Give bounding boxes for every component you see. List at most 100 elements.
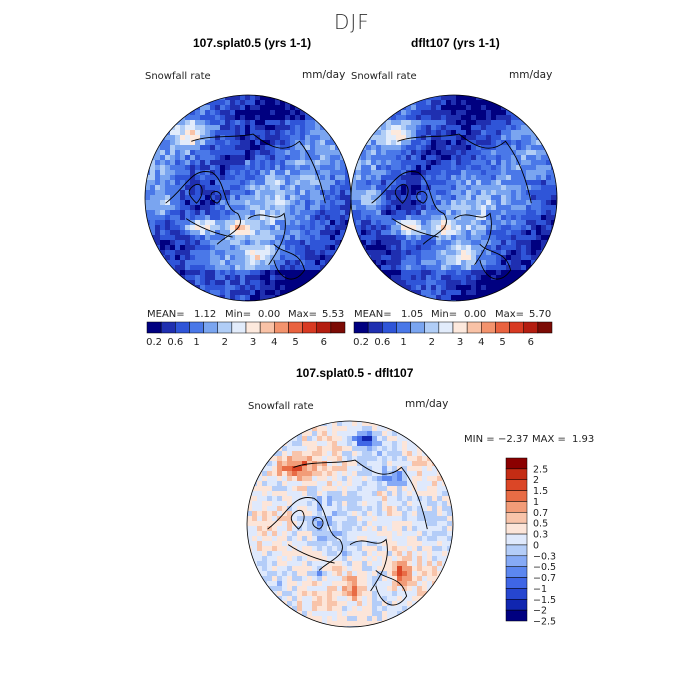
- panel-2-colorbar-swatch: [410, 321, 425, 334]
- panel-2-max-value: 5.70: [529, 309, 552, 320]
- panel-2-colorbar-swatch: [396, 321, 411, 334]
- panel-2-colorbar-swatch: [382, 321, 397, 334]
- panel-1-coastline: [247, 212, 286, 266]
- panel-3-colorbar-swatch: [505, 501, 528, 513]
- panel-3-min-value: −2.37: [498, 434, 529, 445]
- panel-2-coastline: [453, 212, 492, 266]
- panel-1-coastline: [191, 133, 326, 204]
- panel-3-colorbar-tick-label: −1: [533, 584, 547, 595]
- panel-2-coastline: [394, 183, 409, 204]
- panel-2-mean-label: MEAN=: [354, 309, 392, 320]
- panel-3-colorbar-tick-label: 0.7: [533, 508, 548, 519]
- panel-1-colorbar-swatch: [274, 321, 289, 334]
- panel-3-colorbar-swatch: [505, 533, 528, 546]
- panel-3-units: mm/day: [405, 398, 449, 410]
- panel-3-colorbar-swatch: [505, 512, 528, 524]
- panel-3-colorbar-swatch: [505, 479, 528, 491]
- panel-1-mean-value: 1.12: [194, 309, 217, 320]
- panel-2-coastline: [479, 243, 512, 280]
- panel-3-min-label: MIN =: [464, 434, 495, 445]
- panel-2-colorbar-tick-label: 6: [528, 337, 534, 348]
- panel-2-colorbar-tick-label: 0.6: [374, 337, 390, 348]
- panel-1-colorbar-swatch: [160, 321, 176, 334]
- panel-2-colorbar-swatch: [367, 321, 383, 334]
- panel-3-colorbar-tick-label: −2.5: [533, 617, 556, 628]
- panel-2-units: mm/day: [509, 69, 553, 81]
- panel-1-coastline: [165, 171, 241, 245]
- panel-3-coastline: [287, 544, 335, 564]
- panel-3-variable-label: Snowfall rate: [248, 401, 314, 412]
- panel-2-title: dflt107 (yrs 1-1): [411, 36, 500, 50]
- panel-3-colorbar-swatch: [505, 457, 528, 470]
- panel-2-colorbar-swatch: [495, 321, 510, 334]
- panel-3-coastline: [349, 538, 388, 592]
- panel-3-colorbar: 2.521.510.70.50.30−0.3−0.5−0.7−1−1.5−2−2…: [505, 457, 556, 628]
- panel-3-colorbar-swatch: [505, 609, 528, 622]
- panel-2-mean-value: 1.05: [401, 309, 424, 320]
- panel-1-colorbar-swatch: [330, 321, 346, 334]
- panel-1-colorbar-tick-label: 0.6: [167, 337, 183, 348]
- panel-2-colorbar-swatch: [481, 321, 496, 334]
- panel-2-map-outline: [350, 94, 558, 302]
- panel-1-colorbar-swatch: [302, 321, 317, 334]
- panel-2-colorbar-swatch: [452, 321, 468, 334]
- panel-2-min-value: 0.00: [464, 309, 487, 320]
- panel-1-title: 107.splat0.5 (yrs 1-1): [193, 36, 312, 50]
- panel-1-colorbar-swatch: [259, 321, 275, 334]
- panel-3-colorbar-tick-label: 1.5: [533, 486, 548, 497]
- panel-1-colorbar-tick-label: 4: [271, 337, 277, 348]
- panel-3-colorbar-tick-label: 0.5: [533, 519, 548, 530]
- panel-2-colorbar-tick-label: 3: [457, 337, 463, 348]
- panel-3-colorbar-swatch: [505, 577, 528, 589]
- panel-2-colorbar-tick-label: 0.2: [353, 337, 369, 348]
- panel-2-colorbar-swatch: [353, 321, 369, 334]
- panel-1-colorbar-swatch: [231, 321, 247, 334]
- panel-2-coastline: [391, 218, 439, 238]
- panel-1-colorbar-swatch: [175, 321, 190, 334]
- panel-1-min-value: 0.00: [258, 309, 281, 320]
- panel-3-coastline: [290, 509, 305, 530]
- panel-2-colorbar-swatch: [537, 321, 553, 334]
- panel-2-colorbar-tick-label: 5: [499, 337, 505, 348]
- panel-1-colorbar-swatch: [146, 321, 162, 334]
- panel-1-colorbar-swatch: [245, 321, 261, 334]
- panel-3-colorbar-tick-label: −1.5: [533, 595, 556, 606]
- panel-3-colorbar-swatch: [505, 468, 528, 480]
- panel-3-map: [246, 420, 454, 628]
- panel-1-map: [144, 94, 352, 302]
- panel-3-colorbar-tick-label: −2: [533, 606, 547, 617]
- panel-2-max-label: Max=: [495, 309, 525, 320]
- panel-2-variable-label: Snowfall rate: [351, 71, 417, 82]
- panel-1-coastline: [210, 191, 222, 204]
- panel-2-coastline: [416, 191, 428, 204]
- panel-2-coastline: [371, 171, 447, 245]
- panel-3-max-value: 1.93: [572, 434, 595, 445]
- panel-2-colorbar-swatch: [523, 321, 539, 334]
- panel-1-coastline: [185, 218, 233, 238]
- panel-1-colorbar-swatch: [217, 321, 233, 334]
- panel-3-colorbar-tick-label: 0.3: [533, 530, 548, 541]
- panel-1-colorbar-swatch: [189, 321, 204, 334]
- panel-3-colorbar-swatch: [505, 544, 528, 557]
- panel-1-colorbar-tick-label: 6: [321, 337, 327, 348]
- panel-3-colorbar-swatch: [505, 588, 528, 600]
- panel-3-max-label: MAX =: [532, 434, 566, 445]
- panel-2-colorbar-swatch: [466, 321, 482, 334]
- panel-1-max-value: 5.53: [322, 309, 345, 320]
- panel-3-colorbar-swatch: [505, 555, 528, 567]
- panel-1-colorbar-tick-label: 5: [292, 337, 298, 348]
- panel-1-max-label: Max=: [288, 309, 318, 320]
- panel-3-colorbar-swatch: [505, 599, 528, 611]
- panel-1-colorbar-tick-label: 3: [250, 337, 256, 348]
- panel-1-units: mm/day: [302, 69, 346, 81]
- panel-2-min-label: Min=: [431, 309, 458, 320]
- page-title: DJF: [334, 10, 370, 34]
- panel-1-colorbar-swatch: [316, 321, 332, 334]
- panel-1-coastline: [273, 243, 306, 280]
- panel-3-colorbar-tick-label: −0.7: [533, 573, 556, 584]
- panel-3-colorbar-swatch: [505, 490, 528, 502]
- panel-2-colorbar-swatch: [438, 321, 454, 334]
- panel-3-colorbar-swatch: [505, 522, 528, 535]
- panel-3-colorbar-tick-label: −0.3: [533, 551, 556, 562]
